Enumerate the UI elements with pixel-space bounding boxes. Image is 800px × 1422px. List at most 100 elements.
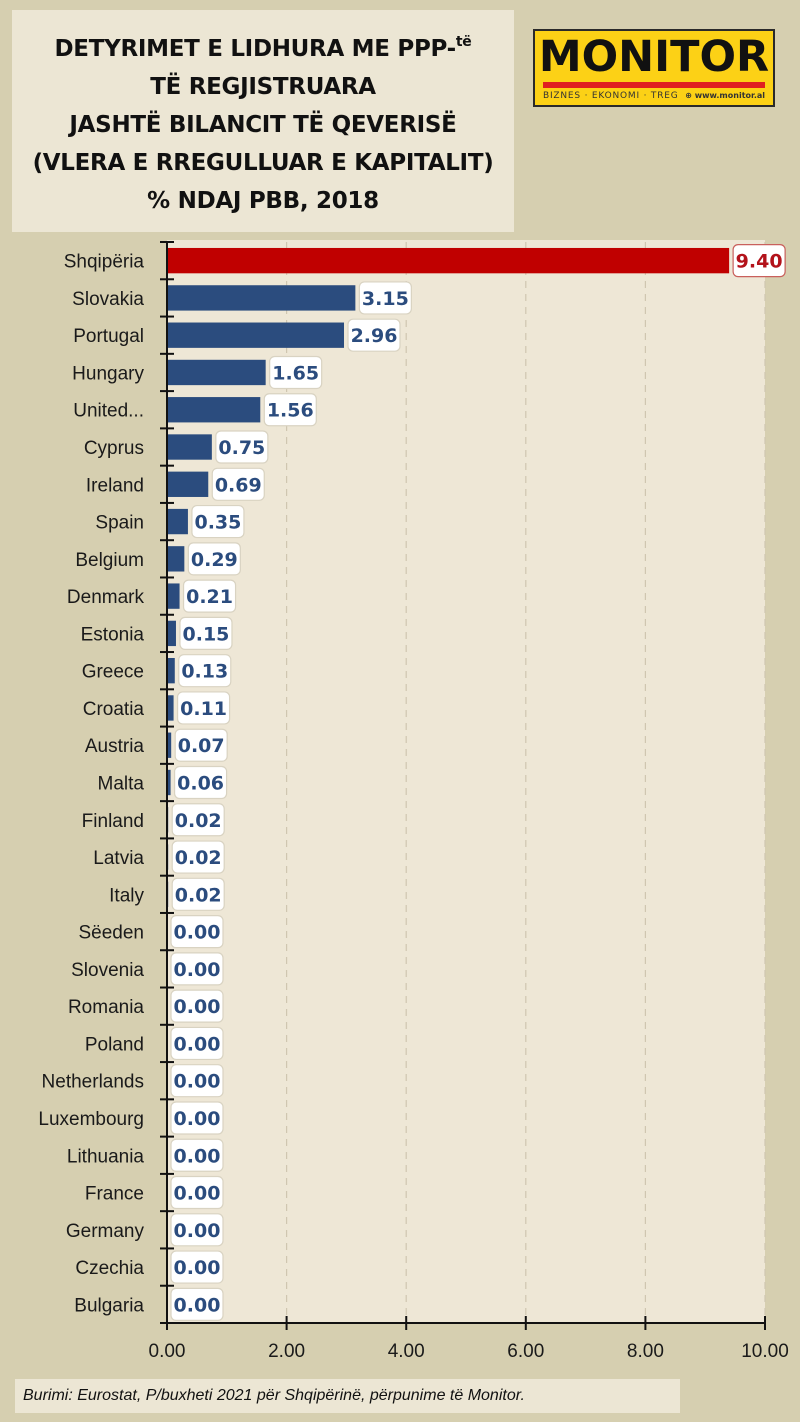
value-label: 0.02 [175, 847, 222, 869]
category-label: Romania [68, 997, 144, 1018]
value-label-box [211, 467, 265, 501]
category-label: Finland [82, 811, 144, 832]
value-label: 0.00 [174, 959, 221, 981]
category-label: Slovenia [71, 960, 144, 981]
category-label: Austria [85, 736, 145, 757]
title-line-3: JASHTË BILANCIT TË QEVERISË [69, 111, 457, 138]
category-label: Malta [98, 774, 145, 795]
value-label: 0.00 [174, 1257, 221, 1279]
chart-title-box: DETYRIMET E LIDHURA ME PPP-të TË REGJIST… [12, 10, 514, 232]
value-label-box [170, 1138, 224, 1172]
bar [167, 322, 345, 348]
x-tick-label: 8.00 [627, 1341, 664, 1362]
value-label: 1.65 [272, 362, 319, 384]
title-line-5: % NDAJ PBB, 2018 [147, 187, 379, 214]
bar [167, 546, 185, 572]
value-label-box [170, 1064, 224, 1098]
value-label-box [176, 691, 231, 725]
logo-red-bar [543, 82, 765, 88]
value-label: 0.13 [181, 661, 228, 683]
value-label: 0.02 [175, 884, 222, 906]
value-label-box [191, 504, 245, 539]
value-label-box [171, 877, 225, 911]
value-label-box [263, 393, 317, 427]
category-label: Croatia [83, 699, 145, 720]
category-label: Latvia [93, 848, 144, 869]
value-label-box [170, 1026, 224, 1061]
value-label: 0.00 [174, 1033, 221, 1055]
value-label-box [269, 355, 323, 390]
bar [167, 769, 171, 796]
value-label-box [182, 579, 237, 613]
value-label: 0.00 [174, 922, 221, 944]
category-label: Slovakia [72, 289, 144, 310]
bar [167, 508, 188, 535]
value-label: 2.96 [351, 325, 398, 347]
value-label-box [170, 1101, 224, 1135]
value-label: 0.11 [180, 698, 227, 720]
source-note: Burimi: Eurostat, P/buxheti 2021 për Shq… [15, 1379, 680, 1413]
value-label: 9.40 [736, 251, 783, 273]
bar [167, 359, 266, 386]
category-label: Cyprus [84, 438, 144, 459]
value-label-box [174, 728, 228, 762]
source-text: Burimi: Eurostat, P/buxheti 2021 për Shq… [23, 1387, 525, 1404]
category-label: United... [73, 401, 144, 422]
category-label: Czechia [75, 1258, 144, 1279]
category-label: Belgium [75, 550, 144, 571]
value-label: 0.02 [175, 810, 222, 832]
value-label-box [358, 281, 412, 315]
value-label: 0.21 [186, 586, 233, 608]
title-line-2: TË REGJISTRUARA [150, 73, 376, 100]
category-label: Hungary [72, 363, 144, 384]
category-label: Lithuania [67, 1146, 145, 1167]
value-label-box [347, 318, 401, 352]
category-label: Spain [95, 513, 144, 534]
globe-icon: ⊕ [685, 91, 695, 100]
category-label: Netherlands [42, 1072, 144, 1093]
logo-wordmark: MONITOR [538, 32, 770, 82]
value-label: 0.29 [191, 549, 238, 571]
x-tick-label: 10.00 [741, 1341, 789, 1362]
value-label-box [187, 542, 241, 576]
bar [167, 471, 209, 497]
category-label: Bulgaria [74, 1295, 144, 1316]
value-label: 0.00 [174, 996, 221, 1018]
value-label: 3.15 [362, 288, 409, 310]
logo-tagline: BIZNES · EKONOMI · TREG [543, 91, 679, 101]
value-label-box [178, 654, 232, 688]
value-label-box [732, 244, 786, 278]
category-label: Shqipëria [64, 252, 145, 273]
category-label: Denmark [67, 587, 145, 608]
value-label-box [170, 915, 224, 949]
x-tick-label: 4.00 [388, 1341, 425, 1362]
value-label: 0.06 [177, 773, 224, 795]
value-label: 0.00 [174, 1145, 221, 1167]
bar [167, 285, 356, 311]
bar [167, 583, 180, 609]
x-tick-label: 0.00 [149, 1341, 186, 1362]
value-label: 0.00 [174, 1108, 221, 1130]
bar [167, 397, 261, 423]
category-label: Sëeden [78, 923, 144, 944]
category-label: Germany [66, 1221, 145, 1242]
x-tick-label: 6.00 [507, 1341, 544, 1362]
category-label: Luxembourg [38, 1109, 144, 1130]
value-label-box [171, 840, 225, 874]
value-label: 0.35 [194, 512, 241, 534]
value-label: 0.69 [215, 474, 262, 496]
bar [167, 247, 730, 274]
title-superscript: të [455, 33, 472, 50]
category-label: Greece [82, 662, 144, 683]
bar [167, 695, 174, 721]
value-label: 0.07 [178, 735, 225, 757]
value-label: 0.15 [183, 623, 230, 645]
monitor-logo: MONITOR BIZNES · EKONOMI · TREG ⊕ www.mo… [533, 29, 775, 107]
value-label-box [171, 803, 225, 837]
category-label: Poland [85, 1034, 144, 1055]
category-label: Portugal [73, 326, 144, 347]
value-label: 1.56 [267, 400, 314, 422]
value-label-box [215, 430, 269, 464]
bar [167, 434, 212, 460]
